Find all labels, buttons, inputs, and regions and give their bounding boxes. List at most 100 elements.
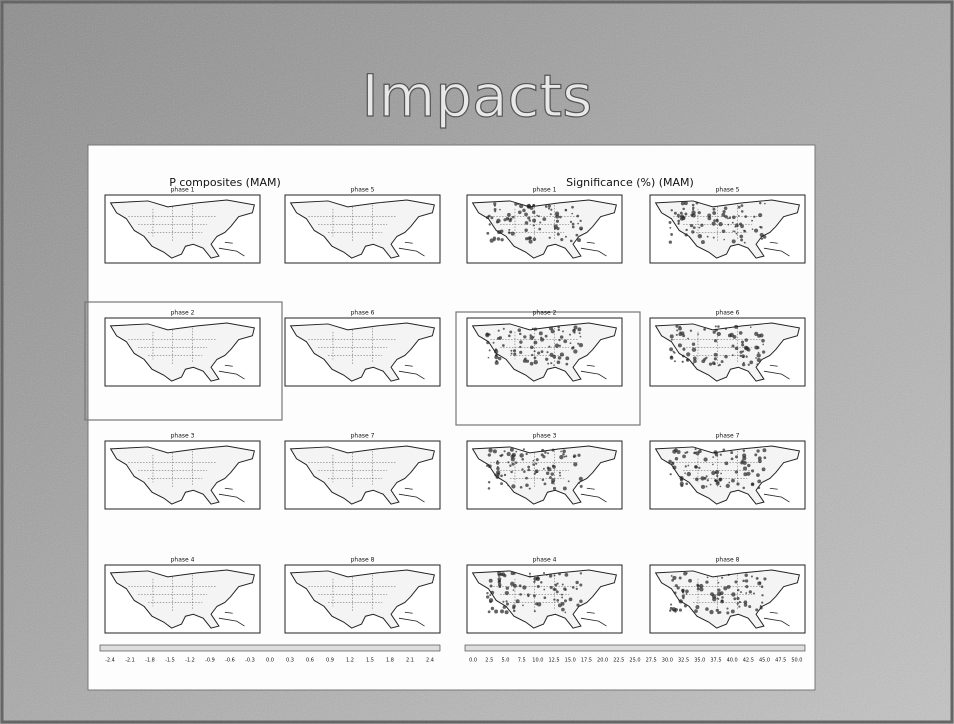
significance-dot — [512, 216, 514, 218]
significance-dot — [755, 608, 758, 611]
significance-dot — [514, 203, 517, 206]
significance-dot — [565, 236, 567, 238]
significance-dot — [549, 353, 553, 357]
significance-dot — [511, 353, 513, 355]
significance-dot — [499, 585, 502, 588]
significance-dot — [488, 481, 490, 483]
significance-dot — [705, 580, 708, 583]
significance-dot — [571, 206, 574, 209]
significance-dot — [529, 576, 531, 578]
significance-dot — [699, 227, 701, 229]
significance-dot — [552, 465, 555, 468]
significance-dot — [743, 230, 745, 232]
significance-dot — [525, 453, 527, 455]
significance-dot — [673, 466, 677, 470]
significance-dot — [740, 591, 742, 593]
significance-dot — [533, 238, 536, 241]
significance-dot — [745, 579, 748, 582]
significance-dot — [501, 454, 504, 457]
significance-dot — [731, 592, 735, 596]
significance-dot — [524, 358, 527, 361]
significance-dot — [560, 451, 562, 453]
map-label: phase 4 — [533, 557, 557, 564]
significance-dot — [570, 342, 572, 344]
significance-dot — [493, 342, 495, 344]
significance-dot — [499, 209, 501, 211]
significance-dot — [543, 589, 545, 591]
significance-dot — [512, 606, 515, 609]
significance-dot — [745, 592, 747, 594]
significance-dot — [529, 488, 531, 490]
significance-dot — [762, 467, 766, 471]
significance-dot — [700, 224, 703, 227]
significance-dot — [532, 219, 536, 223]
significance-dot — [560, 335, 563, 338]
map-label: phase 2 — [171, 310, 195, 317]
significance-dot — [503, 605, 507, 609]
significance-dot — [570, 240, 573, 243]
significance-dot — [741, 341, 744, 344]
significance-dot — [742, 487, 745, 490]
significance-dot — [731, 457, 734, 460]
colorbar-label: 17.5 — [581, 658, 592, 664]
significance-dot — [555, 214, 559, 218]
significance-dot — [747, 464, 750, 467]
significance-dot — [720, 473, 722, 475]
colorbar-label: -0.6 — [225, 658, 235, 664]
map-label: phase 8 — [351, 557, 375, 564]
significance-dot — [550, 209, 552, 211]
significance-dot — [510, 448, 514, 452]
colorbar-label: -2.1 — [125, 658, 135, 664]
significance-dot — [572, 223, 575, 226]
significance-dot — [745, 338, 748, 341]
significance-dot — [721, 360, 724, 363]
significance-dot — [688, 579, 692, 583]
significance-dot — [575, 234, 578, 237]
significance-dot — [490, 238, 494, 242]
significance-dot — [550, 362, 552, 364]
significance-dot — [488, 610, 491, 613]
page: Impacts P composites (MAM)phase 1phase 5… — [0, 0, 954, 724]
significance-dot — [701, 240, 705, 244]
significance-dot — [493, 449, 497, 453]
significance-dot — [553, 364, 555, 366]
significance-dot — [717, 589, 720, 592]
significance-dot — [719, 611, 722, 614]
significance-dot — [756, 363, 758, 365]
significance-dot — [562, 330, 564, 332]
significance-dot — [579, 600, 583, 604]
significance-dot — [532, 211, 535, 214]
significance-dot — [762, 350, 765, 353]
significance-dot — [675, 325, 678, 328]
significance-dot — [710, 484, 712, 486]
significance-dot — [558, 329, 560, 331]
significance-dot — [534, 610, 536, 612]
significance-dot — [670, 603, 672, 605]
significance-dot — [539, 331, 543, 335]
significance-dot — [760, 606, 763, 609]
significance-dot — [561, 602, 565, 606]
significance-dot — [679, 609, 682, 612]
significance-dot — [759, 582, 761, 584]
significance-dot — [512, 453, 516, 457]
significance-dot — [715, 325, 717, 327]
significance-dot — [536, 215, 538, 217]
significance-dot — [671, 339, 673, 341]
significance-dot — [671, 462, 674, 465]
colorbar-label: 2.5 — [485, 658, 493, 664]
significance-dot — [527, 468, 530, 471]
significance-dot — [572, 586, 575, 589]
significance-dot — [505, 591, 509, 595]
significance-dot — [569, 334, 571, 336]
significance-dot — [564, 456, 566, 458]
significance-dot — [713, 237, 715, 239]
significance-dot — [734, 230, 736, 232]
significance-dot — [562, 584, 564, 586]
significance-dot — [706, 475, 708, 477]
significance-dot — [728, 574, 730, 576]
significance-dot — [754, 332, 758, 336]
significance-dot — [675, 457, 678, 460]
significance-dot — [698, 234, 702, 238]
map-label: phase 7 — [716, 433, 740, 440]
significance-dot — [579, 332, 581, 334]
